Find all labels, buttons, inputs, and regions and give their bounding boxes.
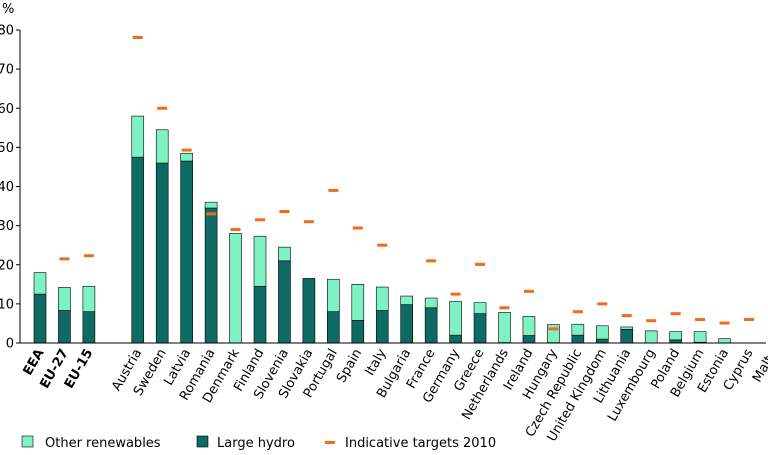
legend: Other renewables Large hydro Indicative ta… xyxy=(21,435,496,451)
legend-swatch-indicative-targets xyxy=(325,441,335,444)
bar-other-renewables-latvia xyxy=(180,152,193,162)
legend-label-indicative-targets: Indicative targets 2010 xyxy=(345,436,496,451)
target-marker-germany xyxy=(450,292,461,296)
bar-other-renewables-eu-27 xyxy=(58,287,71,311)
y-axis: 0 10 20 30 40 50 60 70 80 xyxy=(0,24,21,352)
bar-other-renewables-luxembourg xyxy=(644,330,658,344)
bar-other-renewables-lithuania xyxy=(620,326,634,330)
target-marker-spain xyxy=(352,226,363,230)
bar-other-renewables-eu-15 xyxy=(82,285,96,312)
bar-other-renewables-belgium xyxy=(693,331,707,343)
target-marker-finland xyxy=(255,218,265,222)
y-tick-label: 0 xyxy=(6,337,14,352)
bar-other-renewables-france xyxy=(424,297,438,309)
target-marker-lithuania xyxy=(621,314,632,318)
bar-other-renewables-eea xyxy=(33,272,47,295)
bar-other-renewables-romania xyxy=(204,201,218,209)
bar-large-hydro-italy xyxy=(375,310,389,344)
target-marker-belgium xyxy=(695,318,706,322)
y-tick-label: 30 xyxy=(0,219,14,234)
bar-large-hydro-united-kingdom xyxy=(595,338,609,344)
bar-other-renewables-germany xyxy=(449,301,462,336)
target-marker-portugal xyxy=(328,188,339,192)
target-marker-luxembourg xyxy=(646,319,657,323)
y-tick-label: 80 xyxy=(0,24,14,39)
y-tick-label: 50 xyxy=(0,141,14,156)
y-tick-label: 40 xyxy=(0,180,14,195)
bar-other-renewables-finland xyxy=(253,235,267,287)
bar-large-hydro-bulgaria xyxy=(400,304,414,344)
target-marker-france xyxy=(426,259,437,263)
target-marker-czech-republic xyxy=(572,310,583,314)
bar-other-renewables-spain xyxy=(351,284,365,321)
bar-large-hydro-france xyxy=(424,307,438,344)
bars-layer xyxy=(33,115,731,344)
target-marker-greece xyxy=(475,262,486,266)
target-marker-poland xyxy=(670,312,681,316)
target-marker-slovenia xyxy=(279,210,290,214)
target-markers-layer xyxy=(59,35,754,331)
bar-large-hydro-slovakia xyxy=(302,278,316,344)
y-axis-title: % xyxy=(2,2,14,17)
bar-large-hydro-slovenia xyxy=(278,260,291,344)
bar-large-hydro-greece xyxy=(473,313,487,344)
bar-large-hydro-sweden xyxy=(155,162,169,344)
legend-label-other-renewables: Other renewables xyxy=(45,436,161,451)
legend-swatch-other-renewables xyxy=(21,435,34,448)
target-marker-slovakia xyxy=(303,220,314,224)
target-marker-austria xyxy=(132,35,143,39)
bar-other-renewables-estonia xyxy=(718,338,731,344)
y-tick-label: 70 xyxy=(0,63,14,78)
bar-large-hydro-latvia xyxy=(180,160,193,344)
legend-swatch-large-hydro xyxy=(196,435,209,448)
bar-other-renewables-denmark xyxy=(229,233,242,344)
bar-other-renewables-hungary xyxy=(547,324,560,343)
y-tick-label: 60 xyxy=(0,102,14,117)
bar-other-renewables-slovenia xyxy=(278,246,291,262)
target-marker-romania xyxy=(206,212,217,216)
target-marker-ireland xyxy=(523,289,534,293)
target-marker-united-kingdom xyxy=(597,302,608,306)
bar-other-renewables-portugal xyxy=(327,278,340,313)
bar-large-hydro-austria xyxy=(131,156,145,344)
bar-large-hydro-germany xyxy=(449,334,462,344)
bar-other-renewables-netherlands xyxy=(498,312,511,343)
target-marker-eu-27 xyxy=(59,257,70,261)
legend-label-large-hydro: Large hydro xyxy=(217,436,295,451)
bar-large-hydro-eu-27 xyxy=(58,310,71,344)
target-marker-hungary xyxy=(548,327,559,331)
target-marker-estonia xyxy=(719,321,730,325)
bar-other-renewables-poland xyxy=(669,331,682,341)
bar-other-renewables-bulgaria xyxy=(400,295,414,305)
target-marker-latvia xyxy=(181,148,192,152)
bar-other-renewables-ireland xyxy=(522,316,536,336)
bar-other-renewables-greece xyxy=(473,302,487,314)
bar-large-hydro-czech-republic xyxy=(571,334,585,344)
y-tick-label: 10 xyxy=(0,297,14,312)
bar-large-hydro-lithuania xyxy=(620,329,634,344)
bar-other-renewables-sweden xyxy=(155,129,169,164)
bar-large-hydro-finland xyxy=(253,285,267,344)
bar-large-hydro-portugal xyxy=(327,311,340,344)
bar-large-hydro-eea xyxy=(33,293,47,344)
target-marker-sweden xyxy=(157,106,168,110)
y-tick-label: 20 xyxy=(0,258,14,273)
bar-other-renewables-austria xyxy=(131,115,145,158)
target-marker-denmark xyxy=(230,228,241,232)
target-marker-italy xyxy=(377,243,388,247)
bar-other-renewables-czech-republic xyxy=(571,323,585,336)
bar-other-renewables-united-kingdom xyxy=(595,325,609,340)
x-tick-label-spain: Spain xyxy=(334,347,365,386)
bar-large-hydro-ireland xyxy=(522,335,536,344)
target-marker-cyprus xyxy=(744,318,754,322)
bar-other-renewables-italy xyxy=(375,286,389,311)
bar-large-hydro-eu-15 xyxy=(82,311,96,344)
target-marker-netherlands xyxy=(499,306,510,310)
bar-large-hydro-spain xyxy=(351,320,365,344)
bar-large-hydro-romania xyxy=(204,207,218,344)
target-marker-eu-15 xyxy=(83,254,94,258)
